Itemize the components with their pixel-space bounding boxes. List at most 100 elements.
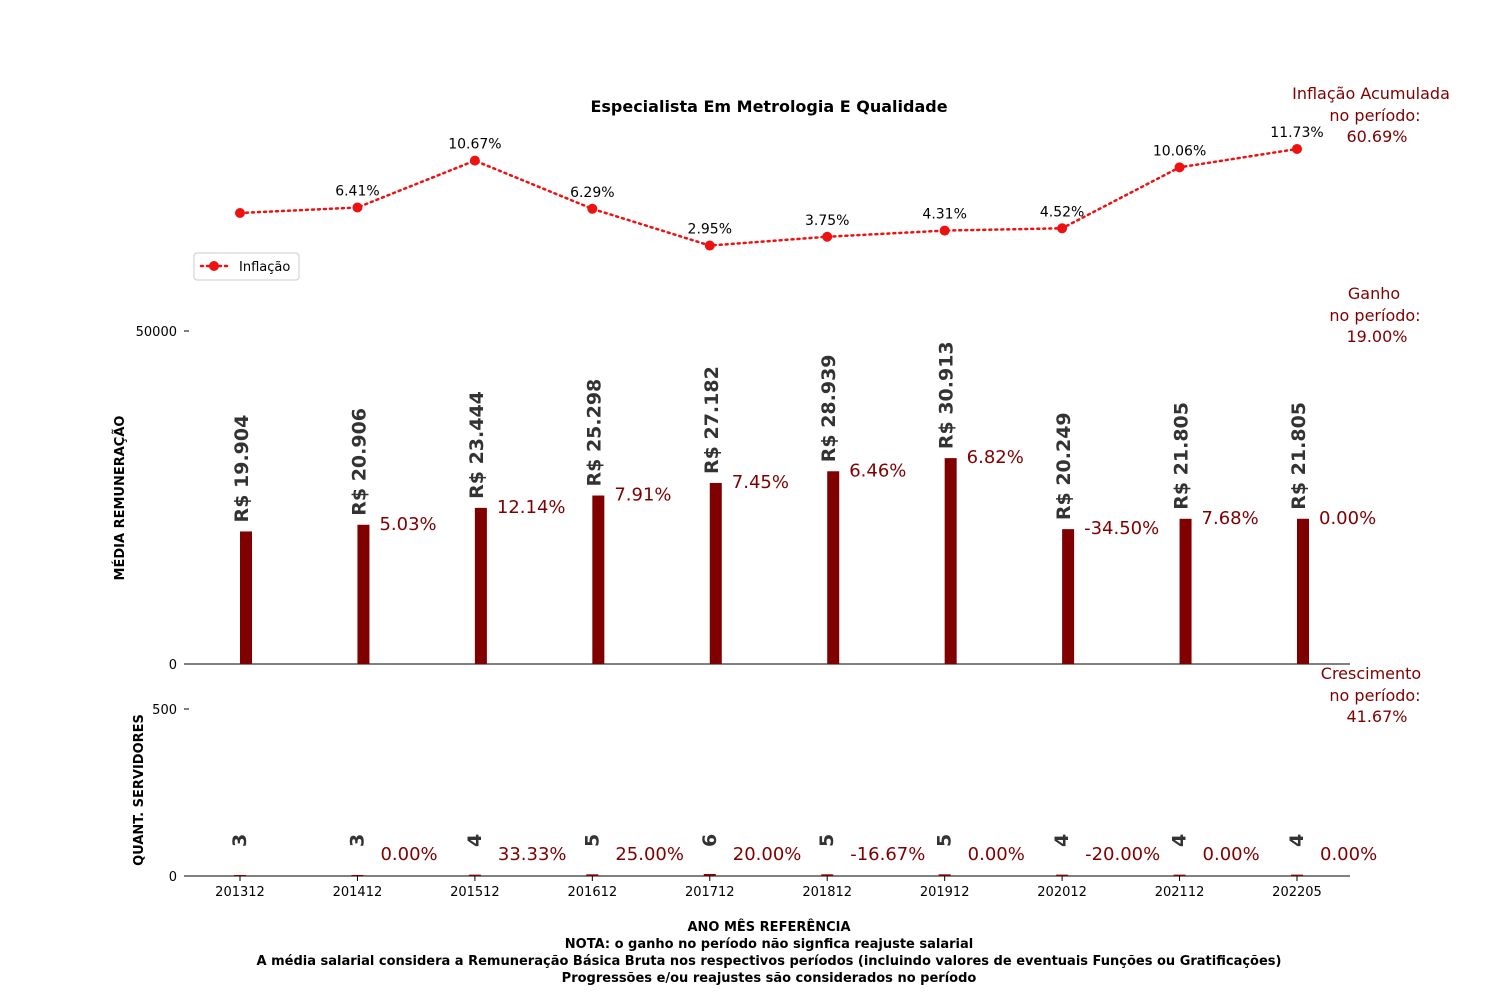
salary-value-label: R$ 23.444 [466,391,488,499]
server-change-label: 25.00% [615,844,684,865]
salary-value-label: R$ 25.298 [583,379,605,487]
salary-value-label: R$ 21.805 [1288,402,1310,510]
salary-value-label: R$ 30.913 [936,341,958,449]
inflation-point [587,203,598,214]
inflation-summary-line-3: 60.69% [1346,127,1407,146]
x-tick-label: 201712 [685,885,735,900]
servers-summary-line-3: 41.67% [1346,707,1407,726]
inflation-point [1292,143,1302,154]
inflation-data-label: 4.31% [922,207,966,223]
x-tick-label: 201312 [215,885,265,900]
salary-value-label: R$ 20.906 [348,408,370,516]
inflation-point [1174,162,1185,173]
server-count-label: 3 [346,834,368,847]
footer-note-1: NOTA: o ganho no período não signfica re… [565,937,973,952]
inflation-summary-line-1: Inflação Acumulada [1292,84,1450,103]
salary-change-label: 7.45% [732,472,789,493]
server-change-label: 0.00% [968,844,1025,865]
server-bar [351,874,364,876]
legend-marker [209,261,219,271]
inflation-data-label: 10.67% [448,137,501,153]
salary-value-label: R$ 27.182 [701,366,723,474]
salary-value-label: R$ 19.904 [231,415,253,523]
inflation-series-line [238,147,1299,247]
server-bar [1173,874,1186,876]
salary-value-label: R$ 20.249 [1053,412,1075,520]
x-tick-label: 202112 [1155,885,1205,900]
salary-change-label: 7.91% [614,485,671,506]
x-tick-label: 201412 [333,885,383,900]
salary-change-label: 5.03% [379,514,436,535]
server-bar [938,874,951,876]
salary-bar [709,482,722,664]
inflation-data-label: 10.06% [1153,143,1206,159]
salary-bar [1297,518,1309,664]
inflation-data-label: 6.29% [570,185,614,201]
legend-label: Inflação [239,260,290,275]
server-bar [1056,874,1069,876]
x-tick-label: 201912 [920,885,970,900]
salary-change-label: 7.68% [1202,508,1259,529]
server-change-label: 20.00% [733,844,802,865]
salary-bar [1179,518,1192,664]
x-tick-label: 202012 [1037,885,1087,900]
inflation-data-label: 11.73% [1270,125,1323,141]
x-axis-label: ANO MÊS REFERÊNCIA [687,919,850,935]
salary-summary: Ganho no período: 19.00% [1329,284,1420,346]
servers-summary-line-2: no período: [1329,686,1420,705]
salary-bar [827,471,840,664]
server-count-label: 4 [464,834,486,847]
salary-y-axis-label: MÉDIA REMUNERAÇÃO [112,416,128,581]
servers-panel: QUANT. SERVIDORES 500 0 3 3 4 5 6 5 5 4 4 4 0.00%… [132,664,1421,900]
inflation-point [235,207,245,218]
inflation-legend: Inflação [193,252,300,281]
inflation-summary: Inflação Acumulada no período: 60.69% [1292,84,1450,146]
server-count-label: 4 [1169,834,1191,847]
salary-summary-line-2: no período: [1329,306,1420,325]
salary-change-label: 0.00% [1319,508,1376,529]
inflation-point [352,202,363,213]
server-count-label: 5 [581,834,603,847]
servers-y-axis-label: QUANT. SERVIDORES [132,714,147,866]
salary-bar [592,495,605,664]
salary-value-label: R$ 28.939 [818,354,840,462]
salary-summary-line-3: 19.00% [1346,327,1407,346]
server-count-label: 4 [1286,834,1308,847]
inflation-point [822,231,833,242]
inflation-point [1057,223,1068,234]
inflation-summary-line-2: no período: [1329,106,1420,125]
server-change-label: 0.00% [1203,844,1260,865]
x-tick-label: 201612 [568,885,618,900]
x-tick-label: 202205 [1272,885,1322,900]
salary-summary-line-1: Ganho [1348,284,1400,303]
server-change-label: -20.00% [1085,844,1160,865]
inflation-point [939,225,950,236]
inflation-data-label: 6.41% [335,183,379,199]
salary-change-label: 12.14% [497,497,566,518]
salary-y-tick-label-top: 50000 [136,325,177,340]
server-count-label: 6 [699,834,721,847]
x-tick-label: 201812 [802,885,852,900]
salary-bar [1062,529,1075,664]
salary-bar [944,458,957,664]
servers-summary: Crescimento no período: 41.67% [1321,664,1421,726]
chart-title: Especialista Em Metrologia E Qualidade [590,97,947,116]
inflation-point [704,240,715,251]
server-change-label: -16.67% [850,844,925,865]
salary-y-tick-label-bottom: 0 [169,658,177,673]
servers-y-tick-label-bottom: 0 [169,870,177,885]
salary-change-label: 6.46% [849,460,906,481]
server-change-label: 0.00% [380,844,437,865]
salary-bar [240,531,252,664]
inflation-data-label: 3.75% [805,213,849,229]
footer-note-2: A média salarial considera a Remuneração… [257,954,1282,969]
server-bar [821,874,834,876]
server-count-label: 3 [229,834,251,847]
server-bar [1291,874,1303,876]
server-change-label: 33.33% [498,844,567,865]
inflation-data-label: 2.95% [688,222,732,238]
server-change-label: 0.00% [1320,844,1377,865]
inflation-data-label: 4.52% [1040,204,1084,220]
salary-change-label: -34.50% [1084,518,1159,539]
footer-text: ANO MÊS REFERÊNCIA NOTA: o ganho no perí… [257,919,1282,986]
